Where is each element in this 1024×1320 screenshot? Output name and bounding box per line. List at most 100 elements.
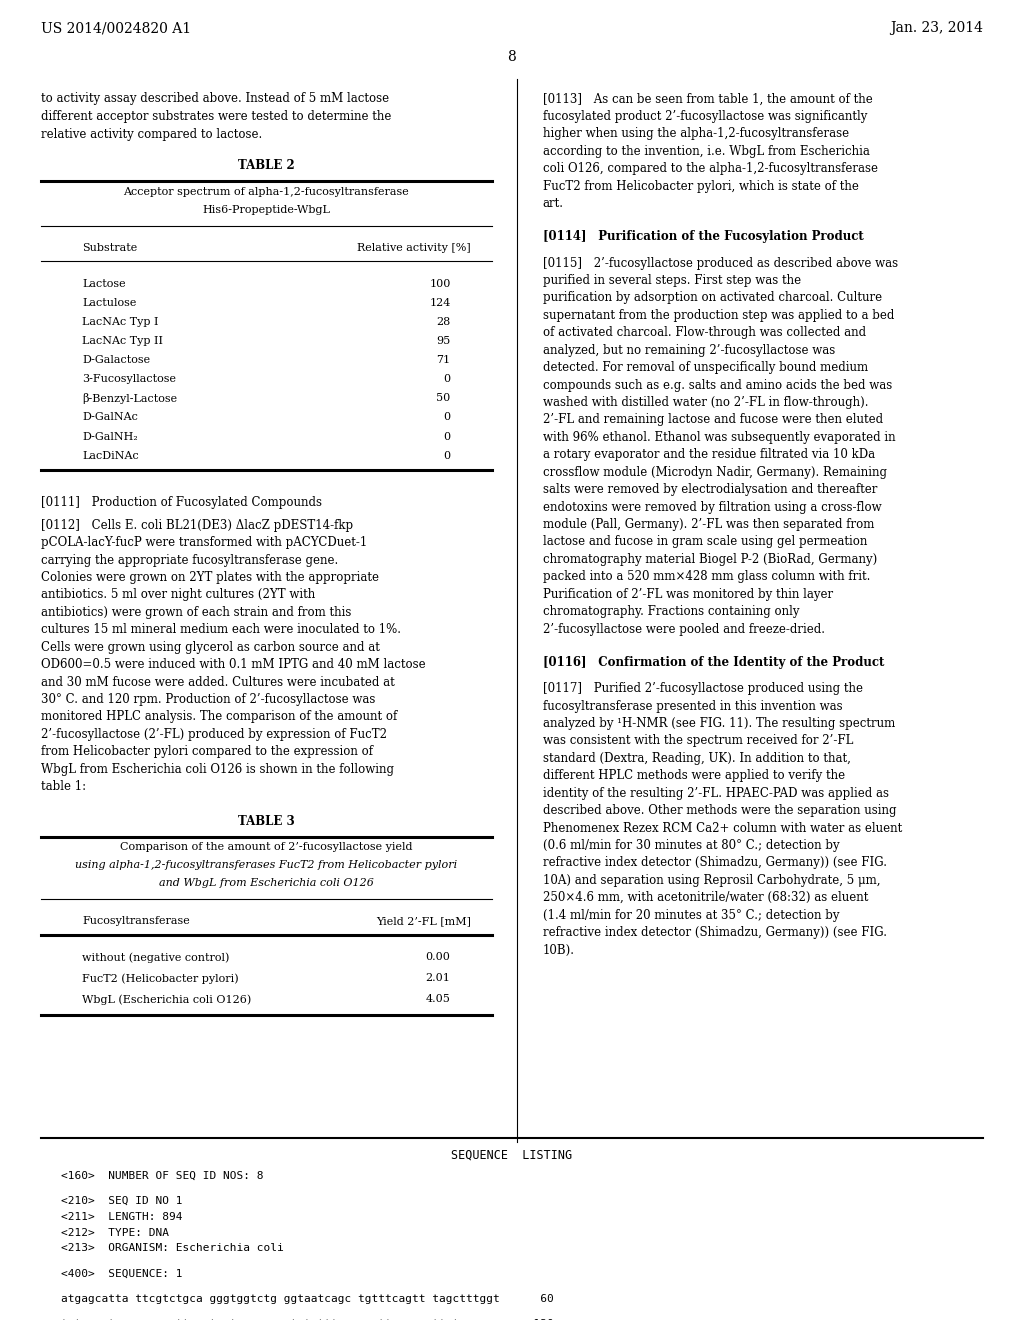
Text: 0: 0: [443, 374, 451, 384]
Text: 2.01: 2.01: [426, 973, 451, 983]
Text: [0113] As can be seen from table 1, the amount of the: [0113] As can be seen from table 1, the …: [543, 92, 872, 106]
Text: Purification of 2’-FL was monitored by thin layer: Purification of 2’-FL was monitored by t…: [543, 587, 833, 601]
Text: β-Benzyl-Lactose: β-Benzyl-Lactose: [82, 393, 177, 404]
Text: fucosylated product 2’-fucosyllactose was significantly: fucosylated product 2’-fucosyllactose wa…: [543, 110, 867, 123]
Text: cultures 15 ml mineral medium each were inoculated to 1%.: cultures 15 ml mineral medium each were …: [41, 623, 401, 636]
Text: washed with distilled water (no 2’-FL in flow-through).: washed with distilled water (no 2’-FL in…: [543, 396, 868, 409]
Text: OD600=0.5 were induced with 0.1 mM IPTG and 40 mM lactose: OD600=0.5 were induced with 0.1 mM IPTG …: [41, 659, 426, 671]
Text: Yield 2’-FL [mM]: Yield 2’-FL [mM]: [376, 916, 471, 927]
Text: Comparison of the amount of 2’-fucosyllactose yield: Comparison of the amount of 2’-fucosylla…: [120, 842, 413, 853]
Text: LacNAc Typ II: LacNAc Typ II: [82, 335, 163, 346]
Text: <211>  LENGTH: 894: <211> LENGTH: 894: [61, 1212, 183, 1222]
Text: 95: 95: [436, 335, 451, 346]
Text: Phenomenex Rezex RCM Ca2+ column with water as eluent: Phenomenex Rezex RCM Ca2+ column with wa…: [543, 821, 902, 834]
Text: [0112] Cells E. coli BL21(DE3) ΔlacZ pDEST14-fkp: [0112] Cells E. coli BL21(DE3) ΔlacZ pDE…: [41, 519, 353, 532]
Text: <160>  NUMBER OF SEQ ID NOS: 8: <160> NUMBER OF SEQ ID NOS: 8: [61, 1171, 264, 1181]
Text: coli O126, compared to the alpha-1,2-fucosyltransferase: coli O126, compared to the alpha-1,2-fuc…: [543, 162, 878, 176]
Text: compounds such as e.g. salts and amino acids the bed was: compounds such as e.g. salts and amino a…: [543, 379, 892, 392]
Text: 100: 100: [429, 279, 451, 289]
Text: 3-Fucosyllactose: 3-Fucosyllactose: [82, 374, 176, 384]
Text: according to the invention, i.e. WbgL from Escherichia: according to the invention, i.e. WbgL fr…: [543, 145, 869, 157]
Text: TABLE 2: TABLE 2: [238, 158, 295, 172]
Text: 2’-fucosyllactose (2’-FL) produced by expression of FucT2: 2’-fucosyllactose (2’-FL) produced by ex…: [41, 727, 387, 741]
Text: <212>  TYPE: DNA: <212> TYPE: DNA: [61, 1228, 169, 1238]
Text: 2’-FL and remaining lactose and fucose were then eluted: 2’-FL and remaining lactose and fucose w…: [543, 413, 883, 426]
Text: lactose and fucose in gram scale using gel permeation: lactose and fucose in gram scale using g…: [543, 536, 867, 548]
Text: 4.05: 4.05: [426, 994, 451, 1005]
Text: His6-Propeptide-WbgL: His6-Propeptide-WbgL: [203, 205, 330, 215]
Text: 0: 0: [443, 432, 451, 442]
Text: Relative activity [%]: Relative activity [%]: [357, 243, 471, 253]
Text: [0115] 2’-fucosyllactose produced as described above was: [0115] 2’-fucosyllactose produced as des…: [543, 256, 898, 269]
Text: identity of the resulting 2’-FL. HPAEC-PAD was applied as: identity of the resulting 2’-FL. HPAEC-P…: [543, 787, 889, 800]
Text: WbgL from Escherichia coli O126 is shown in the following: WbgL from Escherichia coli O126 is shown…: [41, 763, 394, 776]
Text: (0.6 ml/min for 30 minutes at 80° C.; detection by: (0.6 ml/min for 30 minutes at 80° C.; de…: [543, 840, 840, 851]
Text: 0: 0: [443, 450, 451, 461]
Text: monitored HPLC analysis. The comparison of the amount of: monitored HPLC analysis. The comparison …: [41, 710, 397, 723]
Text: salts were removed by electrodialysation and thereafter: salts were removed by electrodialysation…: [543, 483, 878, 496]
Text: Cells were grown using glycerol as carbon source and at: Cells were grown using glycerol as carbo…: [41, 640, 380, 653]
Text: 0.00: 0.00: [426, 952, 451, 962]
Text: FucT2 (Helicobacter pylori): FucT2 (Helicobacter pylori): [82, 973, 239, 983]
Text: 50: 50: [436, 393, 451, 404]
Text: with 96% ethanol. Ethanol was subsequently evaporated in: with 96% ethanol. Ethanol was subsequent…: [543, 430, 895, 444]
Text: TABLE 3: TABLE 3: [238, 814, 295, 828]
Text: different HPLC methods were applied to verify the: different HPLC methods were applied to v…: [543, 770, 845, 783]
Text: Acceptor spectrum of alpha-1,2-fucosyltransferase: Acceptor spectrum of alpha-1,2-fucosyltr…: [123, 186, 410, 197]
Text: carrying the appropriate fucosyltransferase gene.: carrying the appropriate fucosyltransfer…: [41, 553, 338, 566]
Text: crossflow module (Microdyn Nadir, Germany). Remaining: crossflow module (Microdyn Nadir, German…: [543, 466, 887, 479]
Text: D-GalNH₂: D-GalNH₂: [82, 432, 137, 442]
Text: 124: 124: [429, 297, 451, 308]
Text: D-GalNAc: D-GalNAc: [82, 412, 138, 422]
Text: [0116] Confirmation of the Identity of the Product: [0116] Confirmation of the Identity of t…: [543, 656, 884, 669]
Text: 30° C. and 120 rpm. Production of 2’-fucosyllactose was: 30° C. and 120 rpm. Production of 2’-fuc…: [41, 693, 376, 706]
Text: packed into a 520 mm×428 mm glass column with frit.: packed into a 520 mm×428 mm glass column…: [543, 570, 870, 583]
Text: [0114] Purification of the Fucosylation Product: [0114] Purification of the Fucosylation …: [543, 230, 863, 243]
Text: analyzed by ¹H-NMR (see FIG. 11). The resulting spectrum: analyzed by ¹H-NMR (see FIG. 11). The re…: [543, 717, 895, 730]
Text: 8: 8: [508, 50, 516, 65]
Text: <213>  ORGANISM: Escherichia coli: <213> ORGANISM: Escherichia coli: [61, 1243, 285, 1254]
Text: Colonies were grown on 2YT plates with the appropriate: Colonies were grown on 2YT plates with t…: [41, 572, 379, 583]
Text: SEQUENCE  LISTING: SEQUENCE LISTING: [452, 1148, 572, 1162]
Text: analyzed, but no remaining 2’-fucosyllactose was: analyzed, but no remaining 2’-fucosyllac…: [543, 343, 835, 356]
Text: art.: art.: [543, 197, 564, 210]
Text: <210>  SEQ ID NO 1: <210> SEQ ID NO 1: [61, 1196, 183, 1206]
Text: 10A) and separation using Reprosil Carbohydrate, 5 μm,: 10A) and separation using Reprosil Carbo…: [543, 874, 881, 887]
Text: fucosyltransferase presented in this invention was: fucosyltransferase presented in this inv…: [543, 700, 843, 713]
Text: Substrate: Substrate: [82, 243, 137, 253]
Text: Lactose: Lactose: [82, 279, 126, 289]
Text: to activity assay described above. Instead of 5 mM lactose: to activity assay described above. Inste…: [41, 92, 389, 106]
Text: a rotary evaporator and the residue filtrated via 10 kDa: a rotary evaporator and the residue filt…: [543, 449, 874, 461]
Text: relative activity compared to lactose.: relative activity compared to lactose.: [41, 128, 262, 141]
Text: from Helicobacter pylori compared to the expression of: from Helicobacter pylori compared to the…: [41, 746, 373, 758]
Text: different acceptor substrates were tested to determine the: different acceptor substrates were teste…: [41, 110, 391, 123]
Text: described above. Other methods were the separation using: described above. Other methods were the …: [543, 804, 896, 817]
Text: supernatant from the production step was applied to a bed: supernatant from the production step was…: [543, 309, 894, 322]
Text: using alpha-1,2-fucosyltransferases FucT2 from Helicobacter pylori: using alpha-1,2-fucosyltransferases FucT…: [75, 861, 458, 870]
Text: detected. For removal of unspecifically bound medium: detected. For removal of unspecifically …: [543, 362, 868, 374]
Text: 71: 71: [436, 355, 451, 366]
Text: FucT2 from Helicobacter pylori, which is state of the: FucT2 from Helicobacter pylori, which is…: [543, 180, 858, 193]
Text: <400>  SEQUENCE: 1: <400> SEQUENCE: 1: [61, 1269, 183, 1279]
Text: Lactulose: Lactulose: [82, 297, 136, 308]
Text: antibiotics. 5 ml over night cultures (2YT with: antibiotics. 5 ml over night cultures (2…: [41, 589, 315, 602]
Text: purification by adsorption on activated charcoal. Culture: purification by adsorption on activated …: [543, 292, 882, 305]
Text: US 2014/0024820 A1: US 2014/0024820 A1: [41, 21, 191, 36]
Text: table 1:: table 1:: [41, 780, 86, 793]
Text: antibiotics) were grown of each strain and from this: antibiotics) were grown of each strain a…: [41, 606, 351, 619]
Text: [0111] Production of Fucosylated Compounds: [0111] Production of Fucosylated Compoun…: [41, 496, 322, 510]
Text: [0117] Purified 2’-fucosyllactose produced using the: [0117] Purified 2’-fucosyllactose produc…: [543, 682, 862, 696]
Text: purified in several steps. First step was the: purified in several steps. First step wa…: [543, 275, 801, 286]
Text: 2’-fucosyllactose were pooled and freeze-dried.: 2’-fucosyllactose were pooled and freeze…: [543, 623, 824, 635]
Text: and 30 mM fucose were added. Cultures were incubated at: and 30 mM fucose were added. Cultures we…: [41, 676, 394, 689]
Text: chromatography material Biogel P-2 (BioRad, Germany): chromatography material Biogel P-2 (BioR…: [543, 553, 877, 566]
Text: tatgccctga gcaaaatta  tggtacaccg ctgtatttcg acattagcca ttatgccgaa     120: tatgccctga gcaaaatta tggtacaccg ctgtattt…: [61, 1319, 554, 1320]
Text: refractive index detector (Shimadzu, Germany)) (see FIG.: refractive index detector (Shimadzu, Ger…: [543, 857, 887, 870]
Text: was consistent with the spectrum received for 2’-FL: was consistent with the spectrum receive…: [543, 734, 853, 747]
Text: pCOLA-lacY-fucP were transformed with pACYCDuet-1: pCOLA-lacY-fucP were transformed with pA…: [41, 536, 368, 549]
Text: (1.4 ml/min for 20 minutes at 35° C.; detection by: (1.4 ml/min for 20 minutes at 35° C.; de…: [543, 908, 840, 921]
Text: without (negative control): without (negative control): [82, 952, 229, 962]
Text: 250×4.6 mm, with acetonitrile/water (68:32) as eluent: 250×4.6 mm, with acetonitrile/water (68:…: [543, 891, 868, 904]
Text: Fucosyltransferase: Fucosyltransferase: [82, 916, 189, 927]
Text: 0: 0: [443, 412, 451, 422]
